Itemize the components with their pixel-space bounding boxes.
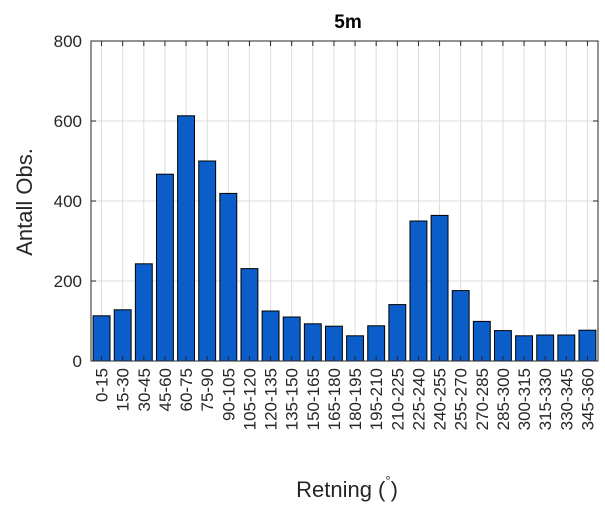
x-tick-label: 210-225 xyxy=(388,368,407,430)
x-tick-label: 165-180 xyxy=(325,368,344,430)
x-axis-title-text: Retning ( xyxy=(296,477,386,502)
bar xyxy=(92,315,111,362)
x-tick-label: 15-30 xyxy=(114,368,133,411)
y-tick-labels: 0 200 400 600 800 xyxy=(54,32,82,371)
y-tick-label: 400 xyxy=(54,192,82,211)
x-tick-label: 0-15 xyxy=(93,368,112,402)
y-axis-title: Antall Obs. xyxy=(12,148,37,256)
bar xyxy=(177,115,196,362)
bar xyxy=(261,310,280,362)
chart-title: 5m xyxy=(334,12,361,33)
x-tick-label: 345-360 xyxy=(578,368,597,430)
x-tick-label: 120-135 xyxy=(262,368,281,430)
x-tick-label: 45-60 xyxy=(156,368,175,411)
x-tick-label: 285-300 xyxy=(494,368,513,430)
x-tick-label: 195-210 xyxy=(367,368,386,430)
y-tick-label: 200 xyxy=(54,272,82,291)
x-axis-title-close: ) xyxy=(391,477,398,502)
x-tick-label: 90-105 xyxy=(219,368,238,421)
x-tick-label: 225-240 xyxy=(409,368,428,430)
y-tick-label: 600 xyxy=(54,112,82,131)
bar xyxy=(472,320,491,362)
ticks xyxy=(91,40,598,362)
x-tick-label: 150-165 xyxy=(304,368,323,430)
x-tick-label: 180-195 xyxy=(346,368,365,430)
bar xyxy=(155,173,174,362)
x-axis-title: Retning (°) xyxy=(296,473,398,502)
x-tick-label: 135-150 xyxy=(283,368,302,430)
bar xyxy=(303,323,322,362)
bar xyxy=(388,304,407,362)
bar xyxy=(282,316,301,362)
bar xyxy=(219,192,238,362)
y-tick-label: 0 xyxy=(73,352,82,371)
bar xyxy=(367,325,386,362)
bar xyxy=(324,325,343,362)
x-tick-label: 315-330 xyxy=(536,368,555,430)
bar xyxy=(240,268,259,362)
x-tick-label: 270-285 xyxy=(473,368,492,430)
x-tick-label: 60-75 xyxy=(177,368,196,411)
bar xyxy=(451,290,470,362)
bar xyxy=(430,214,449,362)
x-tick-label: 255-270 xyxy=(452,368,471,430)
bar xyxy=(409,220,428,362)
x-tick-label: 75-90 xyxy=(198,368,217,411)
x-tick-labels: 0-15 15-30 30-45 45-60 60-75 75-90 90-105 105-1… xyxy=(93,368,598,430)
x-tick-label: 330-345 xyxy=(557,368,576,430)
x-tick-label: 30-45 xyxy=(135,368,154,411)
x-tick-label: 240-255 xyxy=(431,368,450,430)
y-tick-label: 800 xyxy=(54,32,82,51)
bar xyxy=(198,160,217,362)
bar xyxy=(113,309,132,362)
bar xyxy=(134,263,153,362)
x-tick-label: 105-120 xyxy=(240,368,259,430)
x-tick-label: 300-315 xyxy=(515,368,534,430)
x-axis-title-unit: ° xyxy=(385,473,390,488)
